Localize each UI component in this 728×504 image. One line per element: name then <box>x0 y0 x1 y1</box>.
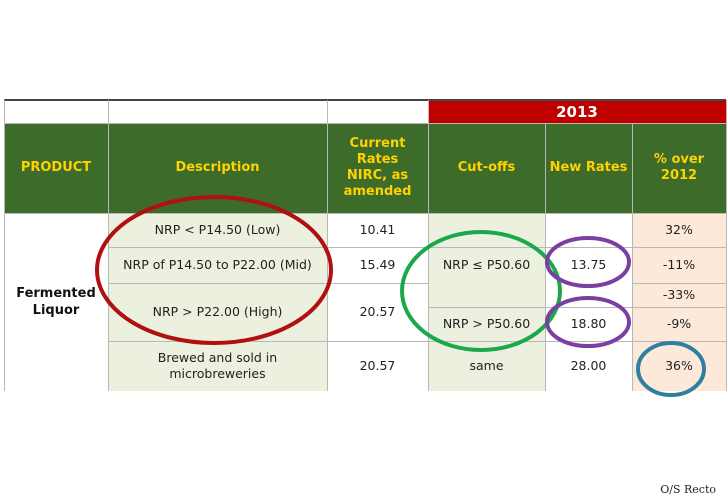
new-rate-empty-top <box>545 213 632 247</box>
col-line <box>108 100 109 391</box>
year-header: 2013 <box>428 101 726 123</box>
row-line <box>428 307 726 308</box>
row-line <box>108 283 428 284</box>
pct-high-gt: -9% <box>632 307 726 341</box>
pct-high: -33% <box>632 283 726 307</box>
header-pct-over: % over 2012 <box>632 123 726 213</box>
description-high: NRP > P22.00 (High) <box>108 283 327 341</box>
top-border <box>4 99 726 101</box>
col-line <box>632 123 633 391</box>
pct-low: 32% <box>632 213 726 247</box>
col-line <box>327 100 328 391</box>
row-line <box>4 123 726 124</box>
cutoff-empty-top <box>428 213 545 247</box>
new-rate-micro: 28.00 <box>545 341 632 391</box>
col-line <box>428 100 429 391</box>
row-line <box>4 213 726 214</box>
header-cutoffs: Cut-offs <box>428 123 545 213</box>
cutoff-same: same <box>428 341 545 391</box>
col-line <box>4 100 5 391</box>
description-low: NRP < P14.50 (Low) <box>108 213 327 247</box>
product-name: Fermented Liquor <box>4 213 108 391</box>
footer-credit: O/S Recto <box>660 483 716 496</box>
description-microbreweries: Brewed and sold in microbreweries <box>108 341 327 391</box>
cutoff-le: NRP ≤ P50.60 <box>428 247 545 283</box>
col-line <box>545 123 546 391</box>
pct-mid: -11% <box>632 247 726 283</box>
cutoff-gt: NRP > P50.60 <box>428 307 545 341</box>
new-rate-le: 13.75 <box>545 247 632 283</box>
pct-micro: 36% <box>632 341 726 391</box>
current-rate-low: 10.41 <box>327 213 428 247</box>
col-line <box>726 100 727 391</box>
new-rate-empty-mid <box>545 283 632 307</box>
header-product: PRODUCT <box>4 123 108 213</box>
current-rate-micro: 20.57 <box>327 341 428 391</box>
cutoff-empty-mid <box>428 283 545 307</box>
current-rate-mid: 15.49 <box>327 247 428 283</box>
row-line <box>632 283 726 284</box>
row-line <box>108 341 726 342</box>
description-mid: NRP of P14.50 to P22.00 (Mid) <box>108 247 327 283</box>
header-current-rates: Current Rates NIRC, as amended <box>327 123 428 213</box>
header-new-rates: New Rates <box>545 123 632 213</box>
row-line <box>108 247 328 248</box>
header-description: Description <box>108 123 327 213</box>
row-line <box>327 247 726 248</box>
new-rate-gt: 18.80 <box>545 307 632 341</box>
current-rate-high: 20.57 <box>327 283 428 341</box>
